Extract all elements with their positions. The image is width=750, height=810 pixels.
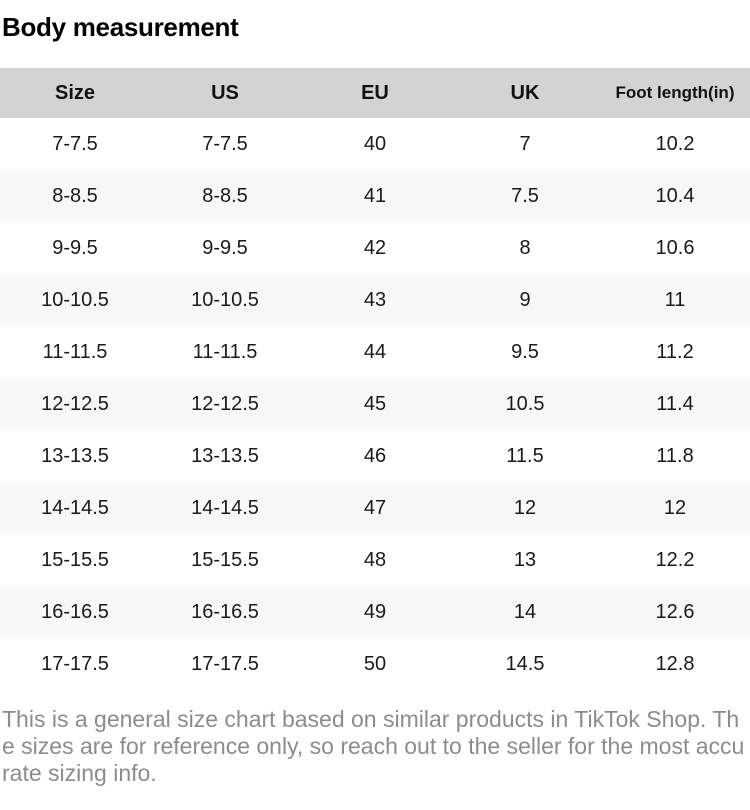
table-row: 12-12.5 12-12.5 45 10.5 11.4 <box>0 378 750 430</box>
table-cell: 14-14.5 <box>191 496 259 519</box>
table-cell: 10.6 <box>655 236 695 259</box>
table-row: 13-13.5 13-13.5 46 11.5 11.8 <box>0 430 750 482</box>
table-row: 17-17.5 17-17.5 50 14.5 12.8 <box>0 638 750 690</box>
column-header-size: Size <box>54 81 96 104</box>
table-cell: 11.2 <box>656 340 694 363</box>
table-cell: 11 <box>664 288 686 311</box>
table-cell: 9-9.5 <box>202 236 248 259</box>
table-cell: 11.5 <box>506 444 544 467</box>
table-cell: 14.5 <box>505 652 545 675</box>
table-row: 14-14.5 14-14.5 47 12 12 <box>0 482 750 534</box>
table-cell: 12 <box>663 496 687 519</box>
size-chart-table: Size US EU UK Foot length(in) 7-7.5 7-7.5… <box>0 68 750 690</box>
column-header-us: US <box>211 81 239 104</box>
table-cell: 42 <box>363 236 387 259</box>
table-cell: 15-15.5 <box>41 548 109 571</box>
table-cell: 11-11.5 <box>42 340 108 363</box>
table-row: 7-7.5 7-7.5 40 7 10.2 <box>0 118 750 170</box>
table-cell: 41 <box>363 184 387 207</box>
table-cell: 50 <box>363 652 387 675</box>
table-cell: 16-16.5 <box>41 600 109 623</box>
table-cell: 40 <box>363 132 387 155</box>
table-cell: 12.8 <box>655 652 695 675</box>
table-cell: 8-8.5 <box>52 184 98 207</box>
column-header-uk: UK <box>510 81 540 104</box>
table-cell: 46 <box>363 444 387 467</box>
table-cell: 10-10.5 <box>41 288 109 311</box>
table-cell: 7 <box>519 132 531 155</box>
table-cell: 10.5 <box>505 392 545 415</box>
table-cell: 48 <box>363 548 387 571</box>
size-guide-page: Body measurement Size US EU UK Foot leng… <box>0 12 750 810</box>
table-cell: 11.4 <box>656 392 694 415</box>
table-cell: 9.5 <box>511 340 539 363</box>
page-title: Body measurement <box>2 12 239 42</box>
table-row: 11-11.5 11-11.5 44 9.5 11.2 <box>0 326 750 378</box>
table-cell: 16-16.5 <box>191 600 259 623</box>
table-cell: 7.5 <box>511 184 539 207</box>
table-cell: 10.4 <box>655 184 695 207</box>
table-cell: 9 <box>519 288 531 311</box>
table-cell: 12-12.5 <box>191 392 259 415</box>
table-row: 16-16.5 16-16.5 49 14 12.6 <box>0 586 750 638</box>
table-row: 9-9.5 9-9.5 42 8 10.6 <box>0 222 750 274</box>
table-cell: 13-13.5 <box>41 444 109 467</box>
table-cell: 11-11.5 <box>192 340 258 363</box>
size-table-header: Size US EU UK Foot length(in) <box>0 68 750 118</box>
table-cell: 12 <box>513 496 537 519</box>
disclaimer-text: This is a general size chart based on si… <box>2 706 745 786</box>
table-cell: 12.6 <box>655 600 695 623</box>
table-cell: 44 <box>363 340 387 363</box>
table-cell: 10-10.5 <box>191 288 259 311</box>
table-row: 15-15.5 15-15.5 48 13 12.2 <box>0 534 750 586</box>
table-cell: 14 <box>513 600 537 623</box>
table-row: 10-10.5 10-10.5 43 9 11 <box>0 274 750 326</box>
table-cell: 8-8.5 <box>202 184 248 207</box>
column-header-foot-length: Foot length(in) <box>615 83 735 102</box>
table-cell: 10.2 <box>655 132 695 155</box>
table-cell: 17-17.5 <box>191 652 259 675</box>
table-cell: 17-17.5 <box>41 652 109 675</box>
table-cell: 12.2 <box>655 548 695 571</box>
table-cell: 7-7.5 <box>52 132 98 155</box>
table-cell: 45 <box>363 392 387 415</box>
table-cell: 43 <box>363 288 387 311</box>
table-cell: 14-14.5 <box>41 496 109 519</box>
table-cell: 47 <box>363 496 387 519</box>
table-cell: 49 <box>363 600 387 623</box>
column-header-eu: EU <box>361 81 389 104</box>
table-cell: 12-12.5 <box>41 392 109 415</box>
table-row: 8-8.5 8-8.5 41 7.5 10.4 <box>0 170 750 222</box>
size-table-body: 7-7.5 7-7.5 40 7 10.2 8-8.5 8-8.5 41 7.5 10.4 9-9.… <box>0 118 750 690</box>
table-cell: 11.8 <box>656 444 694 467</box>
table-cell: 15-15.5 <box>191 548 259 571</box>
table-cell: 7-7.5 <box>202 132 248 155</box>
table-cell: 8 <box>519 236 531 259</box>
header-row: Size US EU UK Foot length(in) <box>0 68 750 118</box>
table-cell: 13-13.5 <box>191 444 259 467</box>
table-cell: 13 <box>513 548 537 571</box>
table-cell: 9-9.5 <box>52 236 98 259</box>
